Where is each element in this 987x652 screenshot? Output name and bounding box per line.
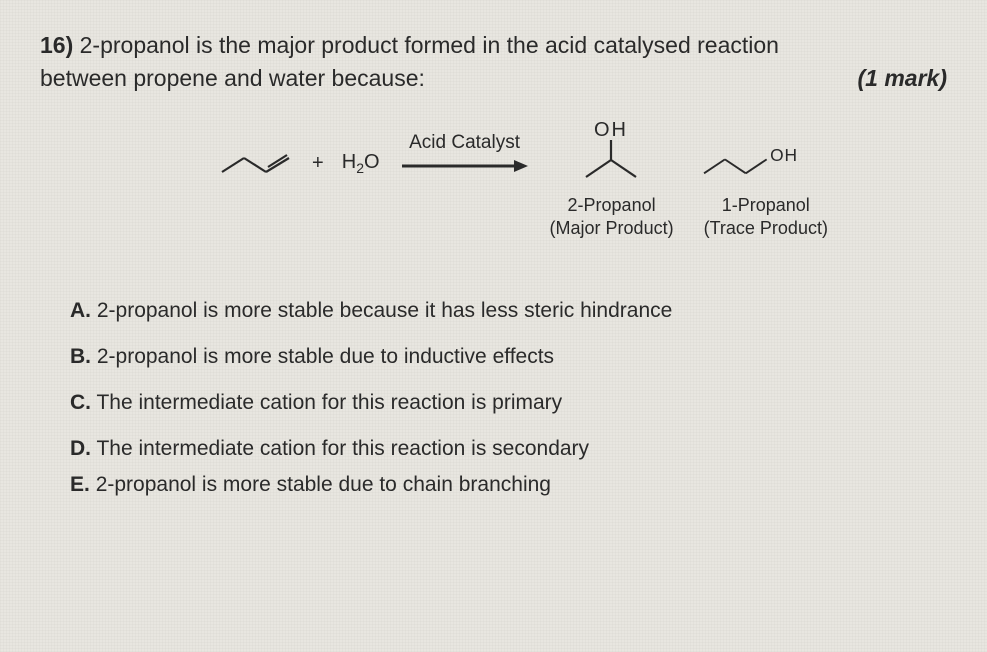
answer-letter: E. [70, 473, 90, 496]
water-h: H [342, 151, 356, 173]
marks-label: (1 mark) [858, 65, 947, 92]
water-sub: 2 [356, 160, 364, 176]
water-o: O [364, 151, 380, 173]
2-propanol-structure: OH [571, 122, 651, 182]
product1-name: 2-Propanol [550, 194, 674, 217]
question-text-line1: 2-propanol is the major product formed i… [80, 32, 779, 58]
products: OH OH 2-Propanol (Major Product) [550, 122, 828, 239]
reaction-arrow [400, 158, 530, 174]
answer-text: The intermediate cation for this reactio… [96, 391, 562, 414]
answer-text: 2-propanol is more stable because it has… [97, 299, 672, 322]
answer-option-b[interactable]: B. 2-propanol is more stable due to indu… [70, 345, 947, 369]
reaction-diagram: + H2O Acid Catalyst OH [40, 122, 947, 239]
arrow-label: Acid Catalyst [409, 132, 520, 154]
product-labels: 2-Propanol (Major Product) 1-Propanol (T… [550, 194, 828, 239]
plus-sign: + [312, 152, 324, 175]
answer-option-a[interactable]: A. 2-propanol is more stable because it … [70, 299, 947, 323]
answer-text: 2-propanol is more stable due to chain b… [96, 473, 551, 496]
reactants: + H2O [219, 148, 380, 178]
answer-letter: B. [70, 345, 91, 368]
product2-label: 1-Propanol (Trace Product) [704, 194, 828, 239]
answer-letter: D. [70, 437, 91, 460]
answer-option-d[interactable]: D. The intermediate cation for this reac… [70, 437, 947, 461]
question-number: 16) [40, 32, 73, 58]
question-header: 16) 2-propanol is the major product form… [40, 30, 947, 61]
product-structures: OH OH [571, 122, 806, 182]
product-1-propanol: OH [696, 142, 806, 182]
answer-letter: A. [70, 299, 91, 322]
product-2-propanol: OH [571, 122, 651, 182]
answer-text: The intermediate cation for this reactio… [96, 437, 589, 460]
answer-letter: C. [70, 391, 91, 414]
question-header-row2: between propene and water because: (1 ma… [40, 65, 947, 92]
1-propanol-structure: OH [696, 142, 806, 182]
product2-name: 1-Propanol [704, 194, 828, 217]
answer-option-c[interactable]: C. The intermediate cation for this reac… [70, 391, 947, 415]
answer-options: A. 2-propanol is more stable because it … [40, 299, 947, 497]
answer-option-e[interactable]: E. 2-propanol is more stable due to chai… [70, 473, 947, 497]
svg-text:OH: OH [594, 122, 628, 141]
water-formula: H2O [342, 151, 380, 176]
product2-desc: (Trace Product) [704, 217, 828, 240]
question-text-line2: between propene and water because: [40, 65, 425, 92]
answer-text: 2-propanol is more stable due to inducti… [97, 345, 554, 368]
product1-desc: (Major Product) [550, 217, 674, 240]
product1-label: 2-Propanol (Major Product) [550, 194, 674, 239]
svg-text:OH: OH [770, 145, 798, 165]
reaction-arrow-group: Acid Catalyst [400, 132, 530, 174]
propene-structure [219, 148, 294, 178]
